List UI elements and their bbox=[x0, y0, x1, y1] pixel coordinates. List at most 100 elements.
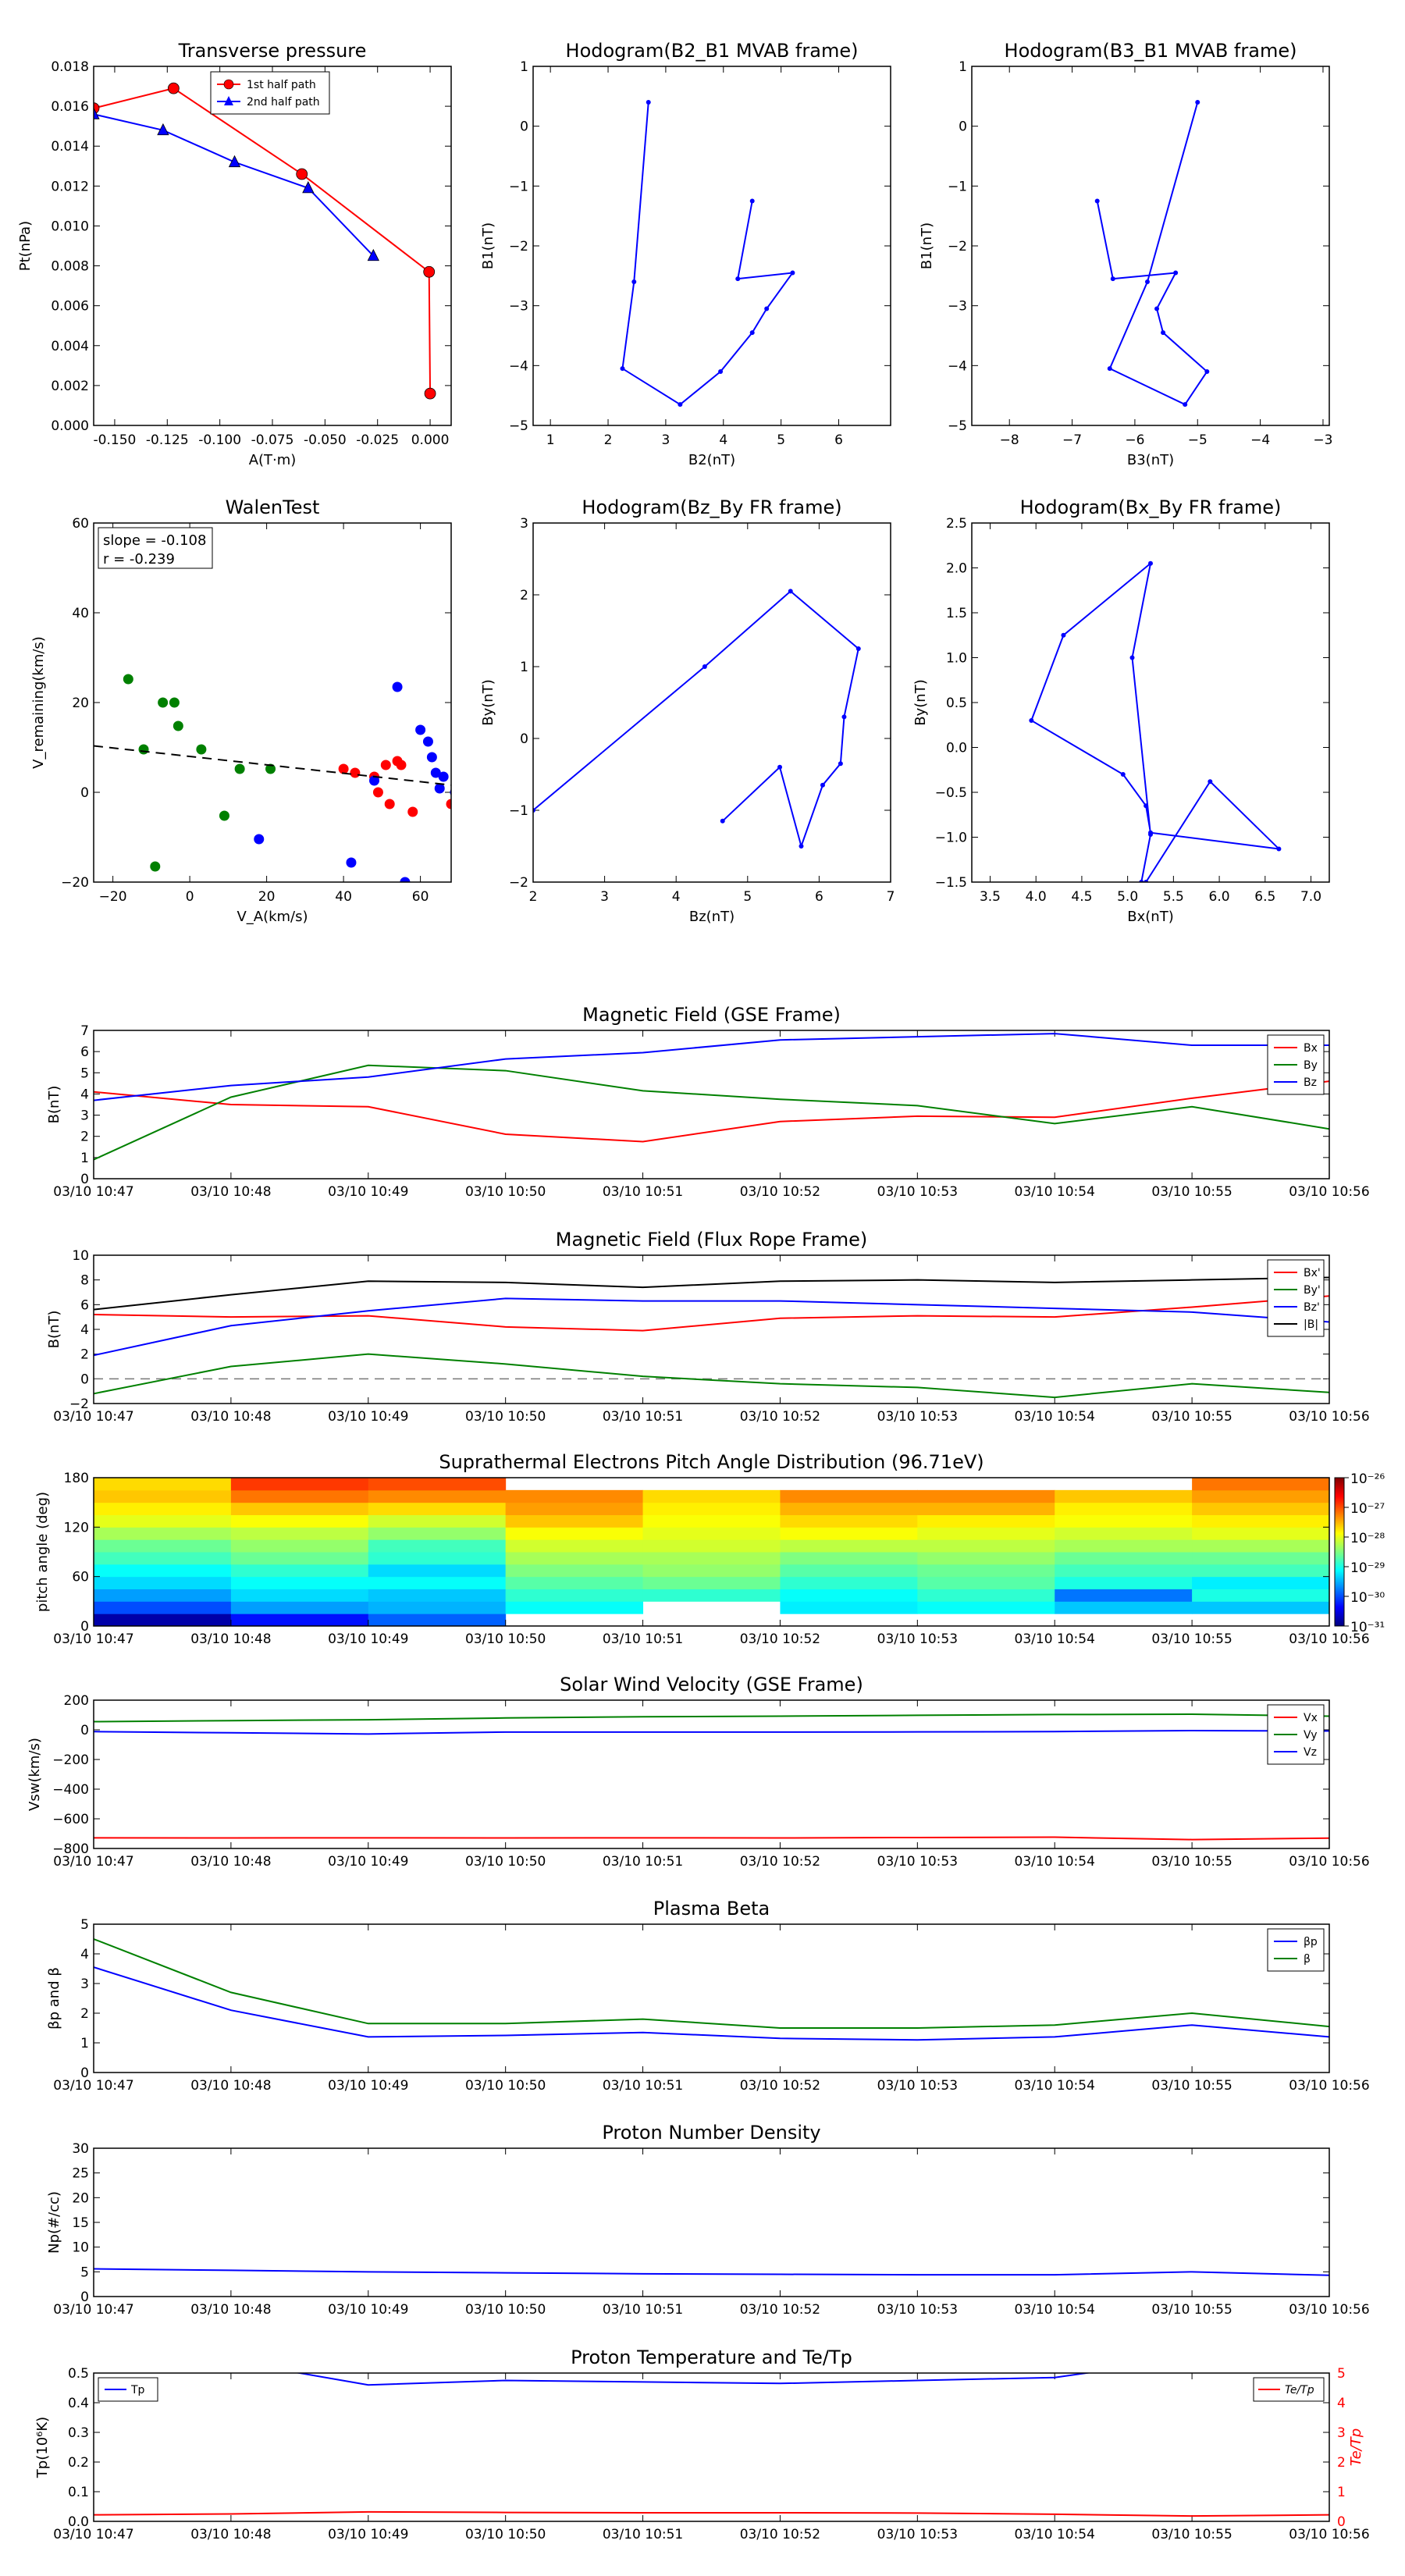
data-point bbox=[790, 270, 795, 276]
data-point bbox=[1144, 803, 1149, 809]
y-tick-label: −800 bbox=[52, 1841, 89, 1857]
plot-marks bbox=[94, 1938, 1329, 2041]
heatmap-cell bbox=[1192, 1489, 1330, 1503]
y-tick-label: 2 bbox=[80, 1347, 89, 1363]
y-tick-label: −1.5 bbox=[935, 875, 967, 891]
x-tick-label: 03/10 10:50 bbox=[465, 2527, 546, 2542]
colorbar-label: 10⁻³¹ bbox=[1350, 1620, 1385, 1635]
x-tick-label: 03/10 10:47 bbox=[53, 2527, 133, 2542]
chart-title: Plasma Beta bbox=[653, 1898, 770, 1920]
heatmap-cell bbox=[1055, 1514, 1193, 1528]
heatmap-cell bbox=[230, 1514, 369, 1528]
legend-label-tetp: Te/Tp bbox=[1285, 2384, 1314, 2396]
data-point bbox=[788, 589, 793, 594]
x-tick-label: 03/10 10:49 bbox=[328, 1631, 408, 1647]
chart-h3: Hodogram(Bz_By FR frame) −2 −1 0 1 2 3 2 3 4 5 6 7 Bz… bbox=[480, 496, 895, 925]
axes: 0 1 2 3 4 5 03/10 10:47 03/10 10:48 03/10 10:49 0… bbox=[53, 1917, 1369, 2094]
plot-frame bbox=[93, 522, 452, 883]
y-tick-label: −4 bbox=[948, 358, 967, 374]
heatmap-cell bbox=[917, 1576, 1055, 1589]
colorbar-label: 10⁻³⁰ bbox=[1350, 1590, 1385, 1606]
y-tick-label: 0 bbox=[80, 1619, 89, 1635]
heatmap-cell bbox=[94, 1564, 232, 1578]
plot-marks bbox=[620, 100, 795, 407]
x-tick-label: 20 bbox=[258, 889, 276, 905]
plot-marks bbox=[94, 1276, 1329, 1399]
x-tick-label: 03/10 10:52 bbox=[740, 1854, 820, 1870]
data-point bbox=[838, 761, 843, 767]
x-tick-label: 4.5 bbox=[1071, 889, 1092, 905]
y-tick-label: 0.5 bbox=[68, 2366, 89, 2382]
data-point bbox=[219, 810, 229, 821]
data-point bbox=[407, 806, 418, 817]
colorbar-label: 10⁻²⁶ bbox=[1350, 1471, 1385, 1487]
data-point bbox=[426, 752, 437, 763]
heatmap-cell bbox=[94, 1576, 232, 1589]
heatmap-cell bbox=[505, 1489, 644, 1503]
x-tick-label: 5 bbox=[777, 432, 785, 448]
y-tick-label: 0 bbox=[80, 1372, 89, 1387]
heatmap-cell bbox=[917, 1539, 1055, 1553]
y-tick-label: −1.0 bbox=[935, 831, 967, 846]
heatmap-cell bbox=[642, 1539, 781, 1553]
y-tick-label: 0 bbox=[80, 2290, 89, 2305]
y2-tick-label: 4 bbox=[1337, 2396, 1346, 2411]
plot-frame bbox=[971, 66, 1330, 426]
plot-marks bbox=[94, 674, 451, 882]
data-point bbox=[434, 783, 445, 794]
slope-annotation: slope = -0.108 bbox=[103, 532, 206, 549]
heatmap-cell bbox=[642, 1589, 781, 1602]
y-tick-label: 0 bbox=[80, 1172, 89, 1187]
x-tick-label: 03/10 10:53 bbox=[877, 1409, 958, 1425]
x-tick-label: 3 bbox=[600, 889, 609, 905]
data-point bbox=[1107, 366, 1112, 372]
y-tick-label: 2 bbox=[520, 588, 528, 603]
y-tick-label: −5 bbox=[948, 418, 967, 434]
heatmap-cell bbox=[230, 1502, 369, 1515]
data-point bbox=[646, 100, 651, 105]
y-axis-label: By(nT) bbox=[912, 679, 929, 725]
data-point bbox=[169, 697, 180, 708]
x-tick-label: 03/10 10:56 bbox=[1289, 2302, 1369, 2318]
data-point bbox=[422, 736, 433, 747]
y-axis-label: B1(nT) bbox=[480, 222, 496, 269]
x-tick-label: 5.0 bbox=[1117, 889, 1138, 905]
chart-title: Hodogram(B3_B1 MVAB frame) bbox=[1005, 40, 1297, 62]
axes: −5 −4 −3 −2 −1 0 1 −8 −7 −6 −5 −4 −3 bbox=[948, 59, 1333, 448]
data-point bbox=[1144, 279, 1150, 284]
heatmap-cell bbox=[1055, 1552, 1193, 1565]
data-point bbox=[631, 279, 637, 284]
plot-area bbox=[972, 523, 1329, 882]
y-tick-label: 3 bbox=[520, 516, 528, 532]
x-tick-label: 03/10 10:47 bbox=[53, 1184, 133, 1200]
heatmap-cell bbox=[368, 1589, 507, 1602]
y-axis-label: βp and β bbox=[46, 1967, 62, 2030]
y-tick-label: −4 bbox=[509, 358, 528, 374]
r-annotation: r = -0.239 bbox=[103, 551, 175, 568]
legend-label-1: By bbox=[1304, 1059, 1318, 1072]
y-tick-label: 1 bbox=[520, 660, 528, 675]
y-tick-label: −3 bbox=[509, 299, 528, 315]
x-tick-label: 03/10 10:54 bbox=[1015, 1631, 1095, 1647]
y-axis-label: V_remaining(km/s) bbox=[30, 636, 47, 769]
y-tick-label: 0.014 bbox=[51, 139, 89, 155]
y-tick-label: 4 bbox=[80, 1322, 89, 1338]
y-tick-label: 0.0 bbox=[68, 2514, 89, 2530]
y-tick-label: 200 bbox=[64, 1693, 89, 1709]
heatmap-cell bbox=[230, 1478, 369, 1491]
y-tick-label: 0.2 bbox=[68, 2455, 89, 2471]
data-point bbox=[735, 276, 741, 282]
y-tick-label: 0.018 bbox=[51, 59, 89, 75]
x-tick-label: 03/10 10:50 bbox=[465, 2302, 546, 2318]
y-tick-label: −2 bbox=[69, 1397, 89, 1412]
heatmap-cell bbox=[642, 1552, 781, 1565]
series-line-0 bbox=[533, 590, 859, 849]
series-line-0 bbox=[1096, 101, 1208, 406]
heatmap-cell bbox=[505, 1502, 644, 1515]
y-tick-label: 8 bbox=[80, 1273, 89, 1289]
y-tick-label: 6 bbox=[80, 1297, 89, 1313]
plot-marks bbox=[94, 82, 436, 400]
chart-title: Proton Temperature and Te/Tp bbox=[571, 2347, 852, 2368]
heatmap-cell bbox=[505, 1576, 644, 1589]
y2-tick-label: 2 bbox=[1337, 2455, 1346, 2471]
